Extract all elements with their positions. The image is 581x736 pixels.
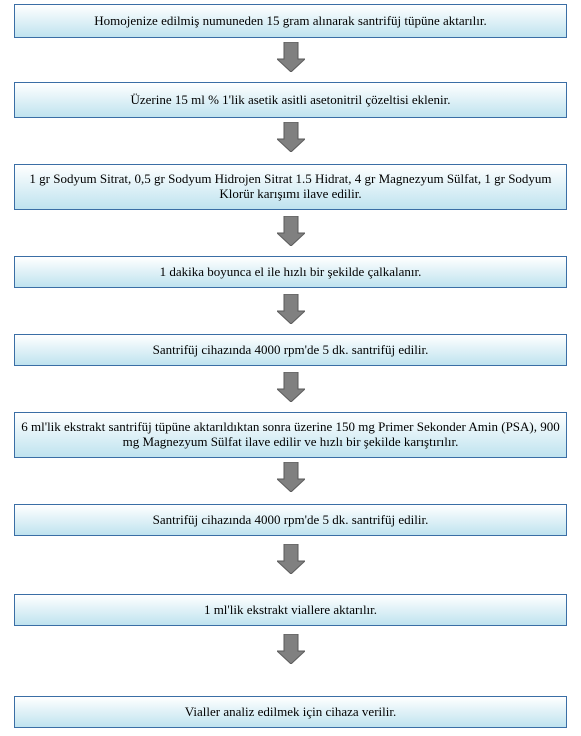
flowchart-arrow-1	[277, 42, 305, 72]
flowchart-step-8: 1 ml'lik ekstrakt viallere aktarılır.	[14, 594, 567, 626]
flowchart-step-text: 6 ml'lik ekstrakt santrifüj tüpüne aktar…	[21, 420, 560, 450]
flowchart-step-4: 1 dakika boyunca el ile hızlı bir şekild…	[14, 256, 567, 288]
flowchart-step-text: Santrifüj cihazında 4000 rpm'de 5 dk. sa…	[153, 343, 429, 358]
flowchart-step-text: Santrifüj cihazında 4000 rpm'de 5 dk. sa…	[153, 513, 429, 528]
flowchart-step-6: 6 ml'lik ekstrakt santrifüj tüpüne aktar…	[14, 412, 567, 458]
flowchart-step-text: Vialler analiz edilmek için cihaza veril…	[185, 705, 396, 720]
flowchart-arrow-7	[277, 544, 305, 574]
flowchart-step-text: 1 gr Sodyum Sitrat, 0,5 gr Sodyum Hidroj…	[21, 172, 560, 202]
flowchart-step-5: Santrifüj cihazında 4000 rpm'de 5 dk. sa…	[14, 334, 567, 366]
flowchart-arrow-4	[277, 294, 305, 324]
flowchart-arrow-3	[277, 216, 305, 246]
flowchart-arrow-2	[277, 122, 305, 152]
flowchart-step-2: Üzerine 15 ml % 1'lik asetik asitli aset…	[14, 82, 567, 118]
flowchart-arrow-8	[277, 634, 305, 664]
flowchart-canvas: Homojenize edilmiş numuneden 15 gram alı…	[0, 0, 581, 736]
flowchart-step-9: Vialler analiz edilmek için cihaza veril…	[14, 696, 567, 728]
flowchart-step-text: Üzerine 15 ml % 1'lik asetik asitli aset…	[130, 93, 450, 108]
flowchart-step-1: Homojenize edilmiş numuneden 15 gram alı…	[14, 4, 567, 38]
flowchart-step-text: Homojenize edilmiş numuneden 15 gram alı…	[94, 14, 486, 29]
flowchart-arrow-6	[277, 462, 305, 492]
flowchart-step-3: 1 gr Sodyum Sitrat, 0,5 gr Sodyum Hidroj…	[14, 164, 567, 210]
flowchart-step-7: Santrifüj cihazında 4000 rpm'de 5 dk. sa…	[14, 504, 567, 536]
flowchart-arrow-5	[277, 372, 305, 402]
flowchart-step-text: 1 ml'lik ekstrakt viallere aktarılır.	[204, 603, 377, 618]
flowchart-step-text: 1 dakika boyunca el ile hızlı bir şekild…	[160, 265, 422, 280]
